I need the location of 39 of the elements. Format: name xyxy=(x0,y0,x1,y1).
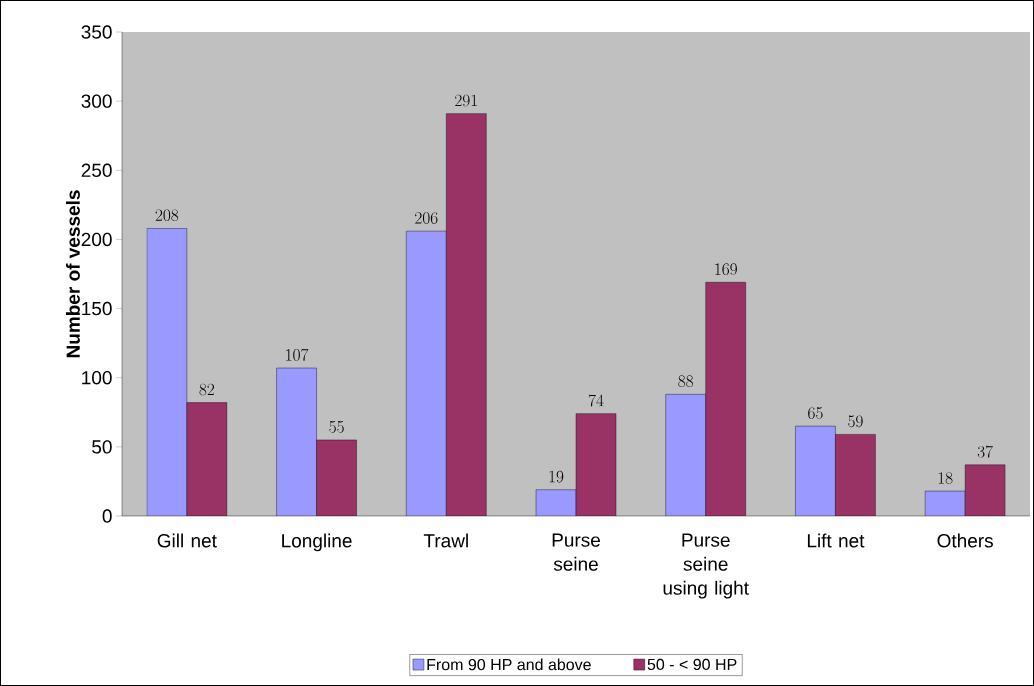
data-label: 206 xyxy=(415,212,438,224)
data-label: 55 xyxy=(329,421,344,433)
bar xyxy=(835,434,876,516)
data-label: 74 xyxy=(588,394,604,407)
data-label: 65 xyxy=(808,407,823,419)
x-tick-label: Lift net xyxy=(807,533,865,548)
data-label: 88 xyxy=(678,375,694,388)
data-label: 107 xyxy=(286,348,309,361)
x-tick-label: Longline xyxy=(282,533,352,552)
bar xyxy=(316,439,357,516)
legend-label: 50 - < 90 HP xyxy=(647,658,737,671)
data-label: 37 xyxy=(977,445,993,458)
y-tick-label: 300 xyxy=(81,94,112,108)
y-axis-title: Number of vessels xyxy=(65,190,80,358)
data-label: 59 xyxy=(848,415,863,428)
y-tick-label: 100 xyxy=(82,370,112,385)
y-tick-label: 350 xyxy=(81,25,112,39)
bar xyxy=(705,282,746,516)
data-label: 208 xyxy=(155,209,179,222)
y-tick-label: 50 xyxy=(92,440,112,454)
bar xyxy=(964,464,1006,516)
bar xyxy=(186,402,227,516)
y-tick-label: 0 xyxy=(102,509,112,523)
data-label: 18 xyxy=(938,472,953,484)
y-tick-label: 150 xyxy=(82,301,112,316)
data-label: 82 xyxy=(199,383,215,396)
x-tick-label: Gill net xyxy=(157,533,217,548)
bar xyxy=(576,413,616,516)
data-label: 291 xyxy=(455,94,477,107)
data-label: 169 xyxy=(715,263,737,276)
bar xyxy=(446,113,487,516)
x-tick-label: Others xyxy=(937,533,993,548)
x-tick-label: Purse seine using light xyxy=(663,533,749,599)
y-tick-label: 200 xyxy=(81,232,112,247)
data-label: 19 xyxy=(549,470,564,483)
legend-label: From 90 HP and above xyxy=(427,658,591,671)
y-tick-label: 250 xyxy=(81,163,112,178)
x-tick-label: Trawl xyxy=(423,533,468,548)
x-tick-label: Purse seine xyxy=(552,533,600,571)
